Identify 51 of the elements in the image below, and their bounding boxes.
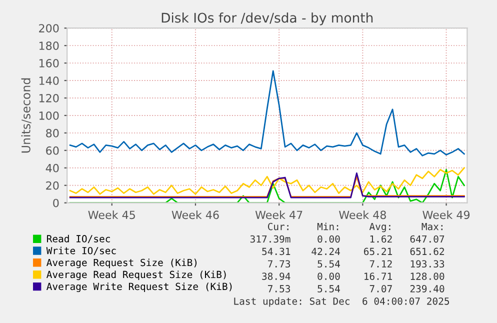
text: 5.54 [318,260,340,268]
x-tick-label: Week 46 [172,210,219,220]
y-tick-label: 120 [39,94,59,102]
y-tick-label: 140 [39,76,59,85]
x-tick-label: Week 48 [338,210,386,220]
legend-label: Average Write Request Size (KiB) [46,282,232,292]
y-tick-label: 60 [46,146,59,155]
text: 651.62 [410,248,444,256]
text: 7.07 [370,285,392,292]
text: 193.33 [410,260,444,268]
text: 647.07 [410,235,444,243]
text: 42.24 [312,248,340,255]
y-tick-label: 160 [39,59,59,68]
text: Avg: [369,222,390,232]
y-axis-title: Units/second [21,78,32,153]
line-series [69,168,465,203]
text: 128.00 [410,272,444,280]
y-tick-label: 200 [39,24,59,32]
y-tick-label: 40 [46,164,59,172]
legend-label: Average Request Size (KiB) [46,258,197,268]
text: 65.21 [364,248,392,256]
text: 317.39m [250,235,290,243]
text: 5.54 [318,285,340,292]
x-tick-label: Week 45 [88,210,135,220]
text: 38.94 [262,272,290,280]
text: 0.00 [318,272,340,280]
text: Min: [317,222,338,230]
x-tick-label: Week 47 [255,210,302,220]
text: Max: [422,223,442,230]
line-series [69,70,465,156]
line-series [69,167,465,195]
y-tick-label: 180 [39,42,59,50]
text: Last update: Sat Dec 6 04:00:07 2025 [234,297,450,307]
x-tick-label: Week 49 [422,210,470,220]
text: Cur: [268,222,288,230]
text: 7.12 [370,260,392,268]
text: 7.53 [268,285,290,292]
y-tick-label: 0 [53,198,59,208]
text: 0.00 [318,235,340,243]
legend-label: Read IO/sec [47,234,110,244]
text: 7.73 [268,260,290,268]
y-tick-label: 80 [46,128,59,138]
text: 16.71 [364,272,392,280]
chart-title: Disk IOs for /dev/sda - by month [162,12,373,26]
text: 1.62 [370,235,392,243]
y-tick-label: 100 [39,111,59,120]
text: 54.31 [262,248,290,256]
y-tick-label: 20 [46,181,59,190]
legend-label: Average Read Request Size (KiB) [46,270,226,280]
legend-label: Write IO/sec [46,246,116,256]
text: 239.40 [410,285,444,292]
